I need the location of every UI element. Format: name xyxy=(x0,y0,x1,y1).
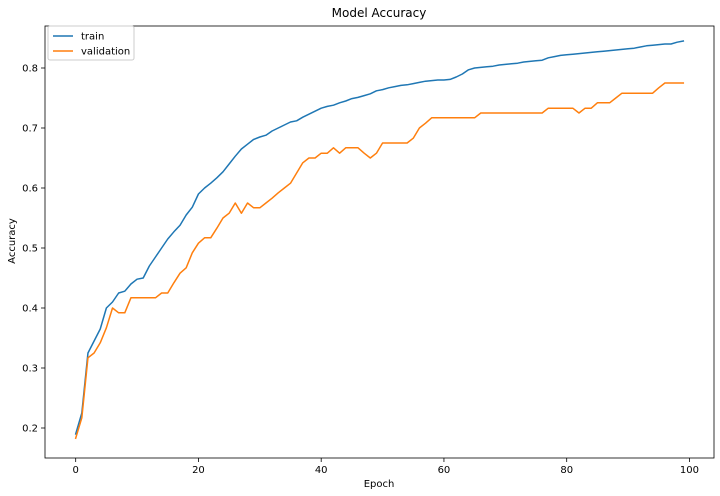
series-line-train xyxy=(74,40,685,435)
y-tick-label: 0.3 xyxy=(22,364,38,375)
y-axis-label: Accuracy xyxy=(7,218,18,264)
plot-frame xyxy=(44,25,715,459)
x-tick-label: 80 xyxy=(560,465,573,476)
y-tick-label: 0.5 xyxy=(22,244,38,255)
chart-title: Model Accuracy xyxy=(332,6,427,20)
x-tick-label: 20 xyxy=(192,465,205,476)
plot-area xyxy=(44,25,715,459)
x-tick-label: 0 xyxy=(73,465,79,476)
x-axis-label: Epoch xyxy=(364,479,395,490)
legend-label-validation: validation xyxy=(81,47,130,58)
y-tick-label: 0.6 xyxy=(22,184,38,195)
series-line-validation xyxy=(74,82,685,440)
legend: train validation xyxy=(47,25,135,61)
x-tick-label: 60 xyxy=(438,465,451,476)
x-tick-label: 40 xyxy=(315,465,328,476)
x-axis: 0 20 40 60 80 100 xyxy=(73,458,699,476)
x-tick-label: 100 xyxy=(680,465,699,476)
legend-label-train: train xyxy=(81,32,104,43)
y-tick-label: 0.8 xyxy=(22,64,38,75)
y-tick-label: 0.2 xyxy=(22,424,38,435)
y-axis: 0.2 0.3 0.4 0.5 0.6 0.7 0.8 xyxy=(22,64,45,435)
y-tick-label: 0.4 xyxy=(22,304,38,315)
y-tick-label: 0.7 xyxy=(22,124,38,135)
